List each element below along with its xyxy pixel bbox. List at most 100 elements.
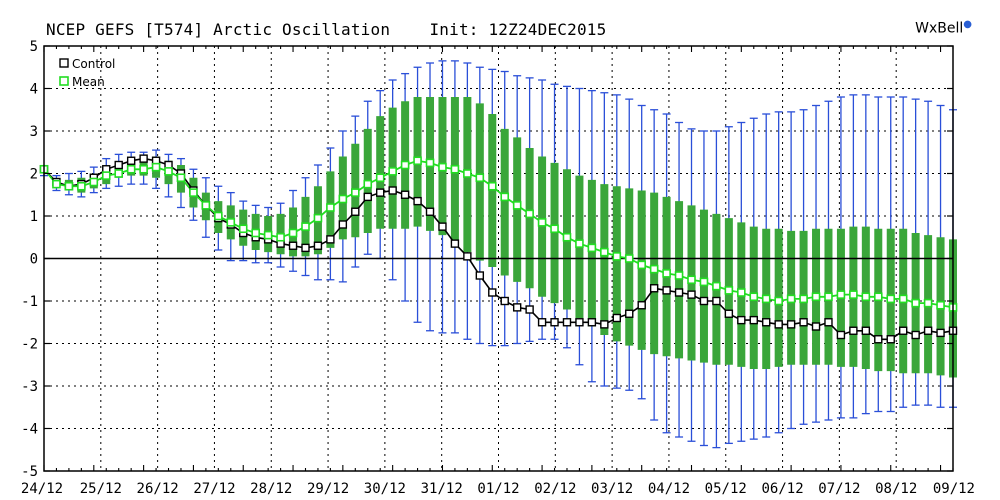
mean-point [774,296,783,306]
mean-point [600,247,609,257]
mean-point [288,228,298,238]
legend-control-swatch [59,58,69,68]
control-point [562,318,572,327]
mean-point [201,201,211,210]
mean-point [662,269,671,278]
y-tick-label: -4 [21,422,38,438]
x-tick-label: 26/12 [137,481,179,497]
control-point [575,318,584,327]
mean-point [313,213,323,223]
x-tick-label: 25/12 [80,481,122,497]
mean-point [151,162,161,172]
control-point [774,320,783,329]
control-point [351,207,360,216]
mean-point [238,224,248,234]
mean-point [724,286,734,295]
mean-point [64,181,74,191]
control-point [625,309,634,318]
control-point [388,186,397,195]
x-tick-label: 01/12 [477,481,519,497]
y-tick-label: 3 [30,124,38,140]
mean-point [475,173,485,183]
y-tick-label: 0 [30,252,38,268]
ensemble-box [625,188,634,346]
y-tick-label: 1 [30,209,38,225]
legend-mean-label: Mean [72,75,105,89]
mean-point [923,298,933,308]
control-point [662,286,671,295]
mean-point [799,294,808,304]
mean-point [525,209,534,219]
mean-point [351,188,360,197]
mean-point [873,292,883,302]
brand-logo: WxBell● [915,19,972,37]
mean-point [886,294,896,304]
mean-point [911,298,920,308]
mean-point [226,218,236,227]
x-tick-label: 09/12 [933,481,975,497]
x-tick-label: 31/12 [421,481,463,497]
mean-point [575,239,584,248]
mean-point [786,294,796,304]
control-point [836,330,846,340]
control-point [712,296,721,306]
control-point [550,318,559,327]
mean-point [438,162,447,172]
control-point [886,335,895,344]
legend: Control Mean [59,57,115,89]
mean-point [512,201,522,210]
x-tick-label: 30/12 [364,481,406,497]
mean-point [811,292,821,302]
mean-point [139,164,148,174]
x-tick-label: 03/12 [591,481,633,497]
brand-text: WxBell [915,20,964,37]
control-point [301,243,310,253]
y-tick-label: -5 [21,464,38,480]
mean-point [388,167,397,176]
control-point [326,235,335,244]
control-point [537,318,547,327]
ensemble-box [637,190,646,350]
mean-point [637,260,646,270]
control-point [438,222,447,231]
control-point [824,318,833,327]
mean-point [824,292,833,302]
x-tick-label: 08/12 [875,481,917,497]
mean-point [761,294,771,304]
control-point [376,188,385,197]
control-point [724,309,734,318]
mean-point [375,173,385,183]
x-tick-label: 07/12 [818,481,860,497]
ensemble-box [376,116,385,229]
ensemble-box [612,186,621,342]
mean-point [425,158,435,168]
mean-point [77,181,86,191]
mean-point [363,179,373,189]
mean-point [936,300,945,310]
y-tick-label: 2 [30,167,38,183]
control-point [500,296,509,306]
control-point [114,160,123,170]
ensemble-box [500,128,509,276]
mean-point [263,230,273,240]
control-point [799,318,808,327]
mean-point [699,277,709,287]
mean-point [101,171,111,180]
control-point [425,207,435,216]
x-tick-label: 29/12 [307,481,349,497]
y-tick-label: -1 [21,294,38,310]
mean-point [687,275,696,285]
x-tick-label: 24/12 [21,481,63,497]
mean-point [674,271,684,280]
x-axis-ticks: 24/12 25/12 26/12 27/12 28/12 29/12 30/12 31/12… [21,46,975,497]
mean-point [849,290,858,299]
x-tick-label: 05/12 [705,481,747,497]
x-tick-label: 28/12 [250,481,292,497]
mean-point [276,232,285,242]
mean-point [338,194,348,204]
control-point [288,241,298,250]
control-point [811,322,821,331]
mean-point [164,167,173,176]
legend-mean-swatch [59,76,69,86]
mean-point [624,254,634,263]
